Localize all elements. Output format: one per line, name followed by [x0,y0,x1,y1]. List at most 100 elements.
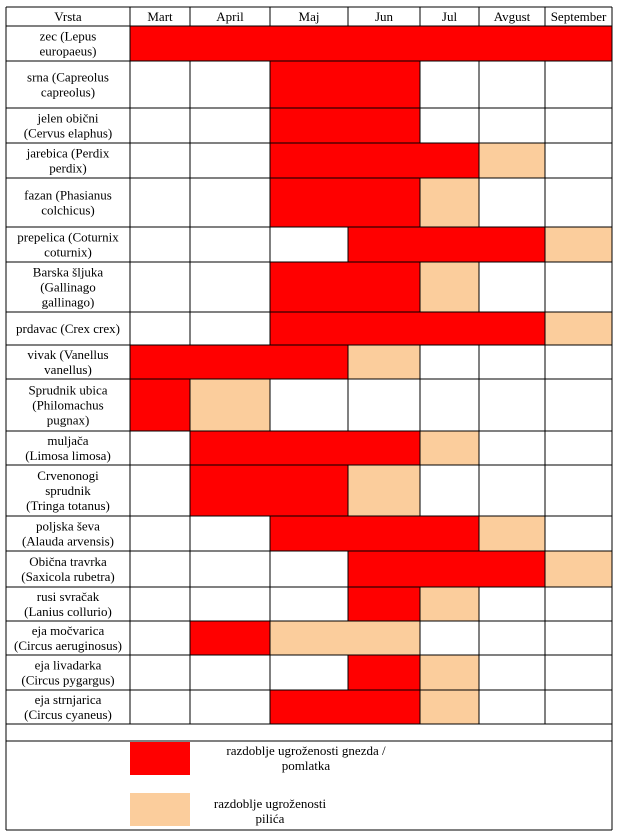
species-name-line: srna (Capreolus [27,70,109,85]
species-name-line: Obična travrka [29,554,107,569]
header-species: Vrsta [54,9,82,24]
period-cell-nest [270,143,348,178]
species-name-line: vanellus) [44,362,92,377]
legend: razdoblje ugroženosti gnezda /pomlatka ra… [130,742,386,826]
period-cell-nest [348,655,420,690]
period-cell-nest [130,379,190,431]
header-month: Jun [375,9,394,24]
period-cell-chick [545,551,612,587]
period-cell-nest [479,227,545,262]
species-name-line: Barska šljuka [33,265,104,280]
period-cell-chick [190,379,270,431]
period-cell-nest [270,465,348,516]
species-name-line: (Gallinago [40,280,96,295]
period-cell-chick [348,621,420,655]
species-name-line: jelen obični [36,111,98,126]
period-cell-nest [348,108,420,143]
period-cell-nest [270,431,348,465]
species-name: eja livadarka(Circus pygargus) [21,658,114,688]
period-cell-nest [348,312,420,345]
header-month: Jul [442,9,458,24]
period-cell-chick [545,312,612,345]
species-name-line: (Limosa limosa) [25,448,111,463]
species-name-line: perdix) [49,161,87,176]
period-cell-nest [190,621,270,655]
period-cell-nest [420,26,479,61]
period-cell-nest [270,108,348,143]
species-name-line: (Circus cyaneus) [24,707,112,722]
species-name: eja strnjarica(Circus cyaneus) [24,692,112,722]
species-name-line: capreolus) [41,85,95,100]
species-name-line: Crvenonogi [37,468,99,483]
period-cell-nest [270,516,348,551]
species-name-line: gallinago) [42,295,95,310]
period-cell-nest [270,312,348,345]
species-name: eja močvarica(Circus aeruginosus) [14,623,122,653]
species-name-line: vivak (Vanellus [27,347,108,362]
period-cell-nest [270,690,348,724]
period-cell-nest [348,516,420,551]
species-name-line: (Saxicola rubetra) [21,569,114,584]
species-name-line: zec (Lepus [40,29,97,44]
species-name-line: pugnax) [47,413,90,428]
period-cell-nest [348,227,420,262]
period-cell-nest [270,61,348,108]
legend-chick-swatch [130,793,190,826]
period-cell-nest [270,262,348,312]
period-cell-nest [420,143,479,178]
period-cell-nest [479,26,545,61]
period-cell-nest [348,26,420,61]
period-cell-chick [348,465,420,516]
period-cell-nest [420,312,479,345]
period-cell-chick [420,262,479,312]
species-name-line: jarebica (Perdix [26,146,110,161]
legend-nest-label: pomlatka [282,758,331,773]
header-month: April [216,9,244,24]
legend-nest-swatch [130,742,190,775]
species-name-line: (Circus pygargus) [21,673,114,688]
header-month: September [551,9,607,24]
species-name: muljača(Limosa limosa) [25,433,111,463]
period-cell-nest [130,345,190,379]
period-cell-nest [190,345,270,379]
legend-chick-label: razdoblje ugroženosti [214,796,327,811]
period-cell-nest [348,143,420,178]
period-cell-nest [190,26,270,61]
period-cell-nest [348,551,420,587]
species-name: jelen obični(Cervus elaphus) [24,111,112,141]
period-cell-nest [348,431,420,465]
period-cell-nest [348,587,420,621]
species-name-line: prdavac (Crex crex) [16,321,120,336]
period-cell-nest [270,345,348,379]
period-cell-chick [420,178,479,227]
species-name-line: eja strnjarica [35,692,102,707]
legend-nest-label: razdoblje ugroženosti gnezda / [226,743,386,758]
header-month: Maj [299,9,320,24]
period-cell-nest [545,26,612,61]
species-name-line: poljska ševa [36,519,100,534]
period-cell-nest [420,516,479,551]
species-name-line: sprudnik [45,483,91,498]
species-name-line: rusi svračak [37,589,100,604]
period-cell-chick [348,345,420,379]
species-name-line: Sprudnik ubica [28,383,107,398]
period-cell-nest [348,178,420,227]
species-name: rusi svračak(Lanius collurio) [24,589,112,619]
species-name-line: (Circus aeruginosus) [14,638,122,653]
period-cell-chick [420,655,479,690]
species-name-line: muljača [47,433,88,448]
period-cell-nest [348,61,420,108]
species-name-line: europaeus) [39,44,96,59]
period-cell-nest [190,431,270,465]
period-cell-chick [270,621,348,655]
period-cell-nest [270,178,348,227]
period-cell-nest [420,551,479,587]
